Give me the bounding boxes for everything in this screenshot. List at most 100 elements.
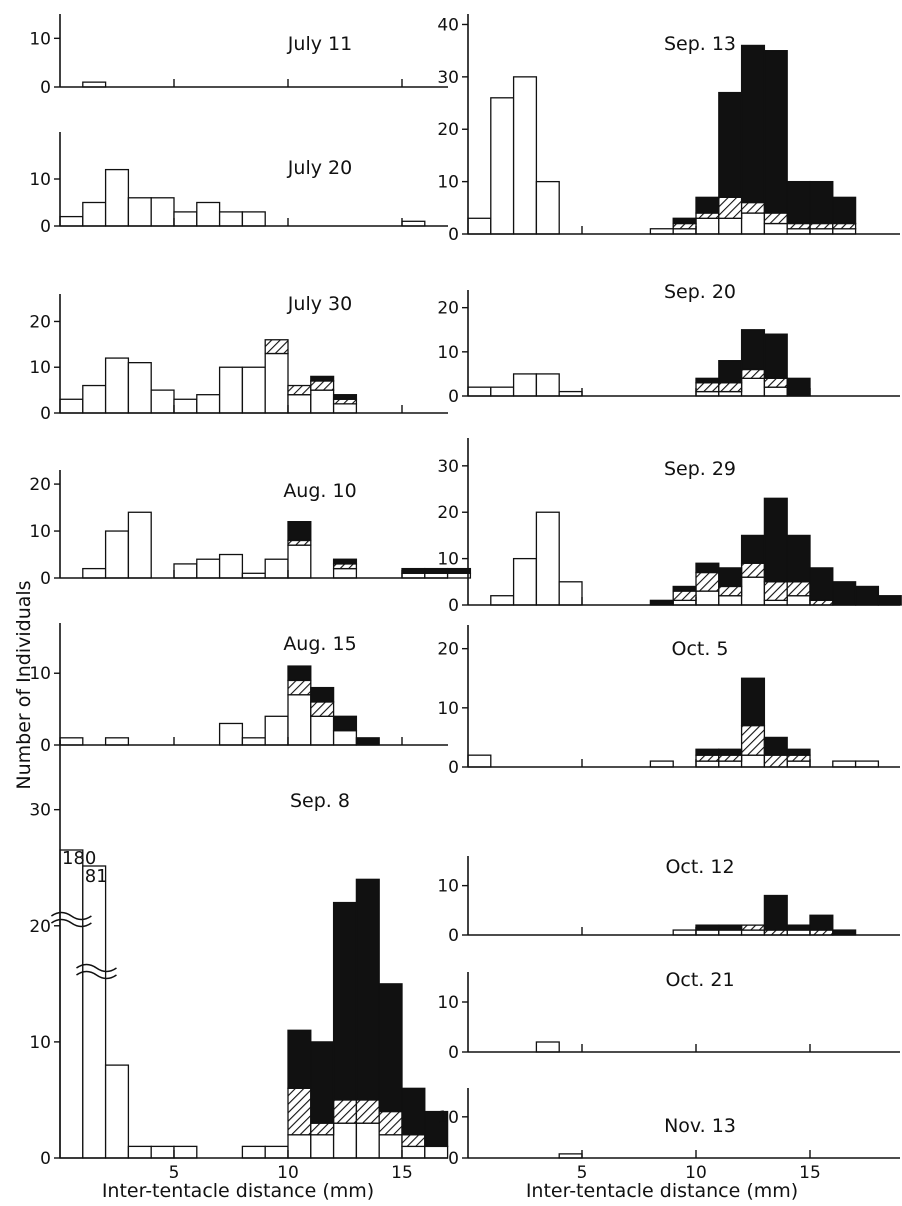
- bar-black: [695, 377, 720, 384]
- bar-white: [512, 557, 538, 606]
- bar-black: [786, 377, 811, 397]
- bar-white: [150, 197, 175, 227]
- y-tick-label: 0: [448, 596, 459, 616]
- bar-hatched: [740, 201, 766, 214]
- bar-black: [763, 50, 788, 214]
- axis-break-mark: [76, 963, 117, 973]
- bar-black: [672, 585, 697, 592]
- x-tick-label: 10: [277, 1163, 299, 1183]
- callout-label: 180: [62, 848, 96, 869]
- bar-white: [695, 217, 720, 235]
- bar-black: [718, 924, 743, 931]
- panel-title: Oct. 21: [665, 969, 734, 991]
- axis-break-mark: [50, 918, 92, 928]
- bar-hatched: [264, 339, 289, 355]
- bar-white: [512, 373, 538, 397]
- bar-white: [218, 211, 244, 227]
- bar-white: [695, 760, 720, 768]
- panel-title: Aug. 15: [283, 633, 356, 655]
- bar-white: [150, 389, 175, 414]
- bar-black: [424, 1110, 449, 1148]
- bar-white: [535, 1041, 560, 1053]
- bar-hatched: [718, 196, 743, 219]
- bar-white: [241, 737, 266, 746]
- x-axis-title-left: Inter-tentacle distance (mm): [102, 1180, 374, 1202]
- bar-white: [467, 217, 492, 235]
- bar-black: [695, 562, 720, 574]
- bar-hatched: [332, 563, 358, 570]
- bar-white: [763, 386, 788, 397]
- panel-sep-13: Sep. 13 0 10 20 30 40: [437, 14, 900, 245]
- bar-white: [786, 760, 811, 768]
- bar-black: [287, 665, 312, 682]
- panel-title: Aug. 10: [283, 480, 356, 502]
- bar-white: [173, 398, 198, 414]
- axis-break-mark: [50, 911, 92, 921]
- histogram-panels: July 11 0 10 July 20 0 10 July 30 0 10 20 Aug. 10 0…: [29, 14, 902, 1183]
- y-tick-label: 10: [29, 1033, 51, 1053]
- y-tick-label: 30: [437, 457, 459, 477]
- y-tick-label: 10: [29, 664, 51, 684]
- bar-white: [104, 168, 130, 227]
- bar-black: [763, 894, 788, 931]
- panel-july-20: July 20 0 10: [29, 132, 448, 237]
- bar-white: [127, 197, 152, 227]
- bar-white: [332, 729, 358, 746]
- bar-hatched: [287, 679, 312, 696]
- y-tick-label: 0: [40, 404, 51, 424]
- bar-white: [287, 694, 312, 746]
- bar-white: [695, 590, 720, 606]
- bar-white: [241, 1145, 266, 1159]
- bar-hatched: [287, 384, 312, 396]
- y-tick-label: 20: [29, 312, 51, 332]
- bar-black: [809, 180, 834, 225]
- bar-hatched: [832, 222, 857, 230]
- bar-hatched: [287, 1087, 312, 1136]
- y-tick-label: 20: [437, 299, 459, 319]
- bar-white: [718, 760, 743, 768]
- bar-white: [82, 201, 107, 227]
- bar-white: [535, 511, 560, 606]
- y-tick-label: 0: [40, 569, 51, 589]
- bar-black: [287, 521, 312, 542]
- bar-black: [832, 196, 857, 225]
- y-tick-label: 0: [448, 225, 459, 245]
- y-tick-label: 20: [437, 640, 459, 660]
- bar-white: [401, 1145, 426, 1159]
- bar-white: [241, 366, 266, 414]
- bar-hatched: [786, 222, 811, 230]
- bar-black: [786, 180, 811, 225]
- y-tick-label: 20: [29, 917, 51, 937]
- y-tick-label: 0: [448, 1043, 459, 1063]
- panel-july-30: July 30 0 10 20: [29, 293, 448, 424]
- bar-hatched: [809, 222, 834, 230]
- bar-black: [672, 217, 697, 225]
- y-tick-label: 20: [437, 503, 459, 523]
- bar-white: [763, 222, 788, 235]
- bar-white: [649, 760, 674, 768]
- y-tick-label: 10: [437, 550, 459, 570]
- bar-white: [332, 403, 358, 414]
- panel-title: Oct. 12: [665, 856, 734, 878]
- bar-white: [310, 1134, 335, 1159]
- bar-white: [558, 581, 583, 606]
- bar-white: [467, 386, 492, 397]
- y-tick-label: 10: [437, 699, 459, 719]
- bar-hatched: [695, 212, 720, 219]
- bar-black: [763, 497, 788, 583]
- y-tick-label: 10: [437, 173, 459, 193]
- bar-hatched: [401, 1134, 426, 1148]
- bar-hatched: [786, 754, 811, 762]
- bar-white: [173, 211, 198, 227]
- x-tick-label: 15: [391, 1163, 413, 1183]
- panel-sep-29: Sep. 29 0 10 20 30: [437, 438, 902, 616]
- panel-sep-20: Sep. 20 0 10 20: [437, 281, 900, 407]
- bar-hatched: [378, 1110, 403, 1136]
- bar-hatched: [763, 581, 788, 602]
- y-tick-label: 10: [437, 343, 459, 363]
- bar-white: [241, 211, 266, 227]
- panel-title: Sep. 29: [664, 458, 736, 480]
- bar-white: [854, 760, 880, 768]
- bar-black: [786, 924, 811, 931]
